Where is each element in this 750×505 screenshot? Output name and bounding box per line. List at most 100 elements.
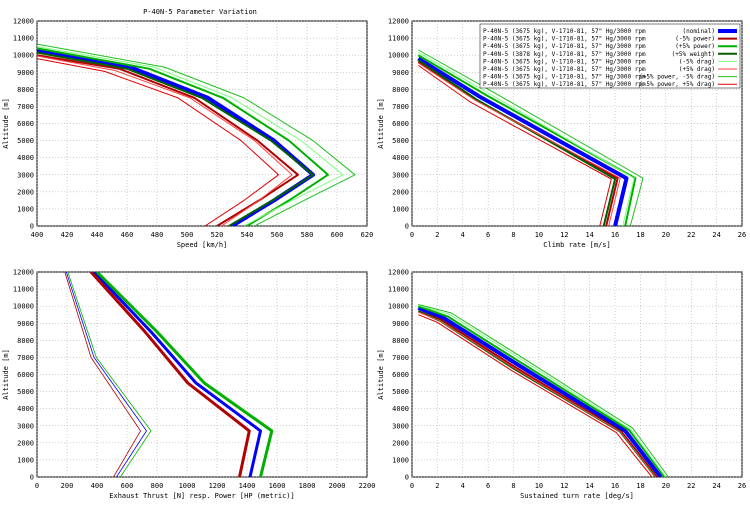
series-line [417, 310, 658, 477]
legend-label: P-40N-5 (3675 kg), V-1710-81, 57" Hg/300… [483, 66, 646, 73]
y-tick-label: 11000 [13, 35, 34, 43]
x-tick-label: 12 [560, 482, 568, 490]
legend-tag: (+5% weight) [672, 51, 715, 58]
figure-title: P-40N-5 Parameter Variation [143, 8, 257, 16]
x-tick-label: 2000 [329, 482, 346, 490]
x-tick-label: 0 [410, 482, 414, 490]
y-axis-label: Altitude [m] [2, 98, 10, 149]
y-tick-label: 2000 [17, 439, 34, 447]
y-tick-label: 7000 [17, 354, 34, 362]
x-axis-label: Sustained turn rate [deg/s] [520, 492, 634, 500]
y-tick-label: 3000 [392, 171, 409, 179]
series-line [37, 46, 344, 226]
chart-panel-2: 0 2 4 6 8 10 12 14 16 18 20 22 24 2601000200030004000… [377, 18, 746, 250]
x-tick-label: 24 [712, 482, 720, 490]
x-tick-label: 540 [241, 231, 254, 239]
y-tick-label: 5000 [17, 388, 34, 396]
x-tick-label: 16 [611, 482, 619, 490]
x-tick-label: 18 [636, 482, 644, 490]
y-tick-label: 7000 [392, 103, 409, 111]
y-tick-label: 10000 [388, 52, 409, 60]
x-tick-label: 20 [662, 231, 670, 239]
x-tick-label: 20 [662, 482, 670, 490]
y-axis-label: Altitude [m] [2, 349, 10, 400]
series-group [417, 49, 644, 226]
x-tick-label: 500 [181, 231, 194, 239]
legend: P-40N-5 (3675 kg), V-1710-81, 57" Hg/300… [479, 23, 741, 89]
x-tick-label: 400 [31, 231, 44, 239]
series-line [417, 306, 663, 477]
x-tick-label: 2200 [359, 482, 376, 490]
y-tick-label: 9000 [392, 69, 409, 77]
y-tick-label: 2000 [392, 439, 409, 447]
x-tick-label: 0 [35, 482, 39, 490]
x-tick-label: 1600 [269, 482, 286, 490]
series-line [417, 56, 629, 226]
series-line [92, 272, 262, 477]
series-line [418, 49, 644, 226]
x-tick-label: 22 [687, 231, 695, 239]
y-tick-label: 2000 [392, 188, 409, 196]
x-tick-label: 14 [585, 482, 593, 490]
series-line [418, 314, 653, 477]
y-tick-label: 8000 [17, 337, 34, 345]
y-tick-label: 1000 [392, 205, 409, 213]
x-tick-label: 420 [61, 231, 74, 239]
series-line [418, 64, 612, 226]
x-tick-label: 18 [636, 231, 644, 239]
y-tick-label: 8000 [17, 86, 34, 94]
series-line [418, 304, 669, 477]
x-tick-label: 1200 [209, 482, 226, 490]
y-tick-label: 4000 [17, 154, 34, 162]
legend-label: P-40N-5 (3675 kg), V-1710-81, 57" Hg/300… [483, 43, 646, 50]
y-tick-label: 6000 [17, 120, 34, 128]
y-tick-label: 4000 [17, 405, 34, 413]
chart-panel-1: 400 420 440 460 480 500 520 540 560 580 600 620 0 100… [2, 18, 373, 250]
x-tick-label: 16 [611, 231, 619, 239]
x-tick-label: 600 [121, 482, 134, 490]
legend-tag: (+5% power, -5% drag) [639, 74, 715, 81]
series-group [417, 304, 669, 477]
x-tick-label: 12 [560, 231, 568, 239]
y-tick-label: 6000 [392, 371, 409, 379]
series-line [64, 272, 141, 477]
legend-tag: (-5% power, +5% drag) [639, 81, 715, 88]
x-tick-label: 14 [585, 231, 593, 239]
series-line [89, 272, 251, 477]
legend-label: P-40N-5 (3675 kg), V-1710-81, 57" Hg/300… [483, 81, 646, 88]
y-tick-label: 11000 [13, 286, 34, 294]
y-tick-label: 0 [30, 223, 34, 231]
y-tick-label: 3000 [17, 171, 34, 179]
series-line [418, 304, 667, 477]
y-tick-label: 5000 [392, 388, 409, 396]
series-line [67, 272, 152, 477]
y-tick-label: 8000 [392, 86, 409, 94]
x-tick-label: 10 [535, 231, 543, 239]
y-tick-label: 12000 [13, 269, 34, 277]
series-line [95, 272, 274, 477]
series-line [417, 59, 617, 226]
series-line [37, 43, 356, 226]
panels: 400 420 440 460 480 500 520 540 560 580 600 6200100… [2, 18, 746, 501]
x-tick-label: 520 [211, 231, 224, 239]
x-tick-label: 6 [486, 231, 490, 239]
x-tick-label: 600 [331, 231, 344, 239]
x-tick-label: 0 [410, 231, 414, 239]
x-tick-label: 4 [461, 231, 465, 239]
legend-tag: (+5% drag) [679, 66, 715, 73]
x-tick-label: 400 [91, 482, 104, 490]
x-tick-label: 22 [687, 482, 695, 490]
y-tick-label: 8000 [392, 337, 409, 345]
x-tick-label: 8 [511, 231, 515, 239]
x-tick-label: 26 [738, 231, 746, 239]
y-tick-label: 5000 [17, 137, 34, 145]
legend-label: P-40N-5 (3675 kg), V-1710-81, 57" Hg/300… [483, 58, 646, 65]
x-tick-label: 1800 [299, 482, 316, 490]
x-axis-label: Speed [km/h] [177, 241, 228, 249]
y-tick-label: 7000 [392, 354, 409, 362]
series-line [417, 310, 657, 477]
x-tick-label: 460 [121, 231, 134, 239]
x-tick-label: 2 [435, 231, 439, 239]
y-tick-label: 2000 [17, 188, 34, 196]
